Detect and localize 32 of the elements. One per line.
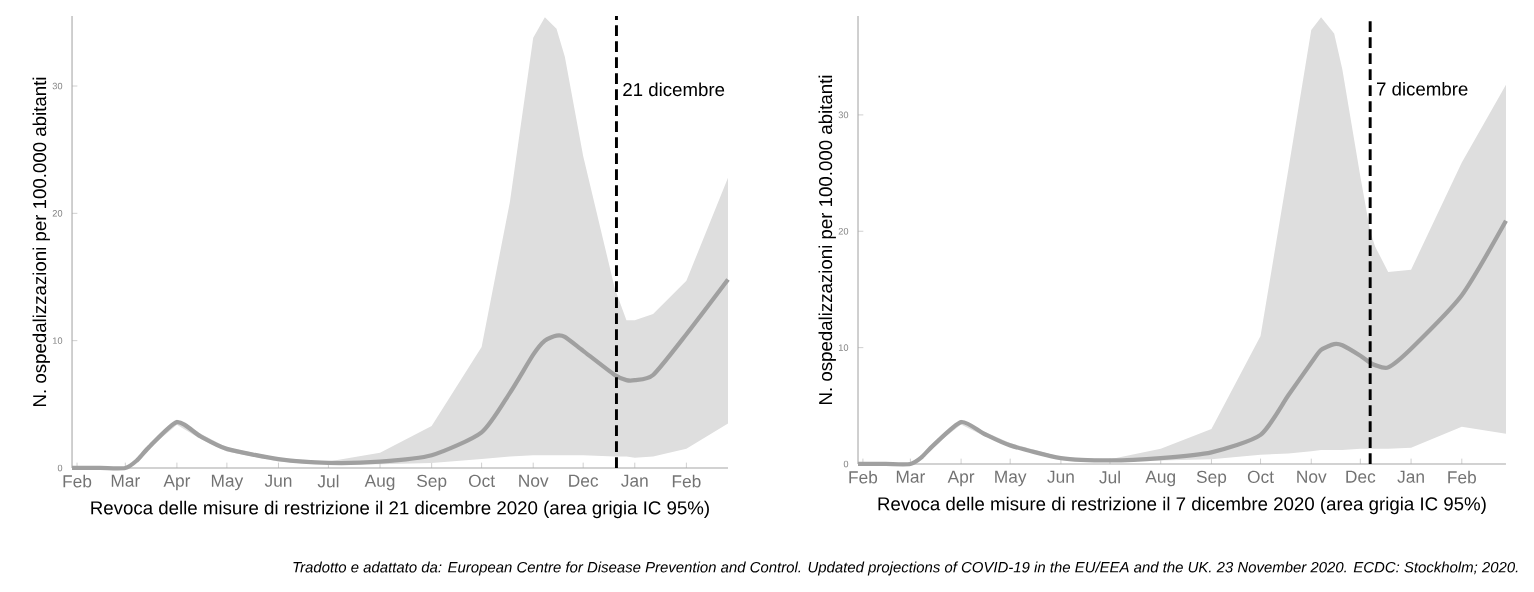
x-tick-label: Sep [1196, 470, 1227, 487]
x-tick-label: Jun [1047, 470, 1074, 483]
x-tick-label: Oct [1247, 470, 1274, 483]
x-tick-label: Dec [1346, 470, 1376, 483]
x-tick-label: Sep [417, 474, 447, 491]
x-tick-label: Nov [519, 474, 549, 487]
x-tick-label: Aug [1145, 470, 1176, 487]
x-tick-label: Feb [1448, 470, 1476, 484]
x-axis-title: Revoca delle misure di restrizione il 7 dicembre 2020 (area grigia IC 95%) [878, 496, 1486, 515]
x-axis-title: Revoca delle misure di restrizione il 21 dicembre 2020 (area grigia IC 95%) [91, 500, 709, 519]
x-tick-label: Apr [163, 474, 191, 491]
x-tick-label: Feb [849, 470, 878, 484]
y-axis-title: N. ospedalizzazioni per 100.000 abitanti [818, 75, 836, 404]
x-tick-label: Jan [621, 474, 648, 487]
x-tick-label: Jul [1099, 470, 1120, 484]
ref-line-label: 21 dicembre [623, 82, 725, 97]
y-axis-title: N. ospedalizzazioni per 100.000 abitanti [32, 77, 50, 406]
x-tick-label: Jul [317, 474, 339, 488]
x-tick-label: Nov [1297, 470, 1327, 483]
x-tick-label: Jun [264, 474, 292, 487]
ref-line-label: 7 dicembre [1377, 81, 1468, 96]
x-tick-label: Feb [672, 474, 701, 488]
x-tick-label: Oct [468, 474, 495, 487]
x-tick-label: Mar [111, 474, 140, 487]
x-tick-label: Feb [63, 474, 92, 488]
x-tick-label: Apr [947, 470, 975, 487]
x-tick-label: Aug [364, 474, 395, 491]
x-tick-label: Dec [569, 474, 599, 487]
x-tick-label: May [211, 474, 244, 491]
x-tick-label: Jan [1397, 470, 1424, 483]
x-tick-label: May [995, 470, 1027, 487]
x-tick-label: Mar [896, 470, 925, 483]
